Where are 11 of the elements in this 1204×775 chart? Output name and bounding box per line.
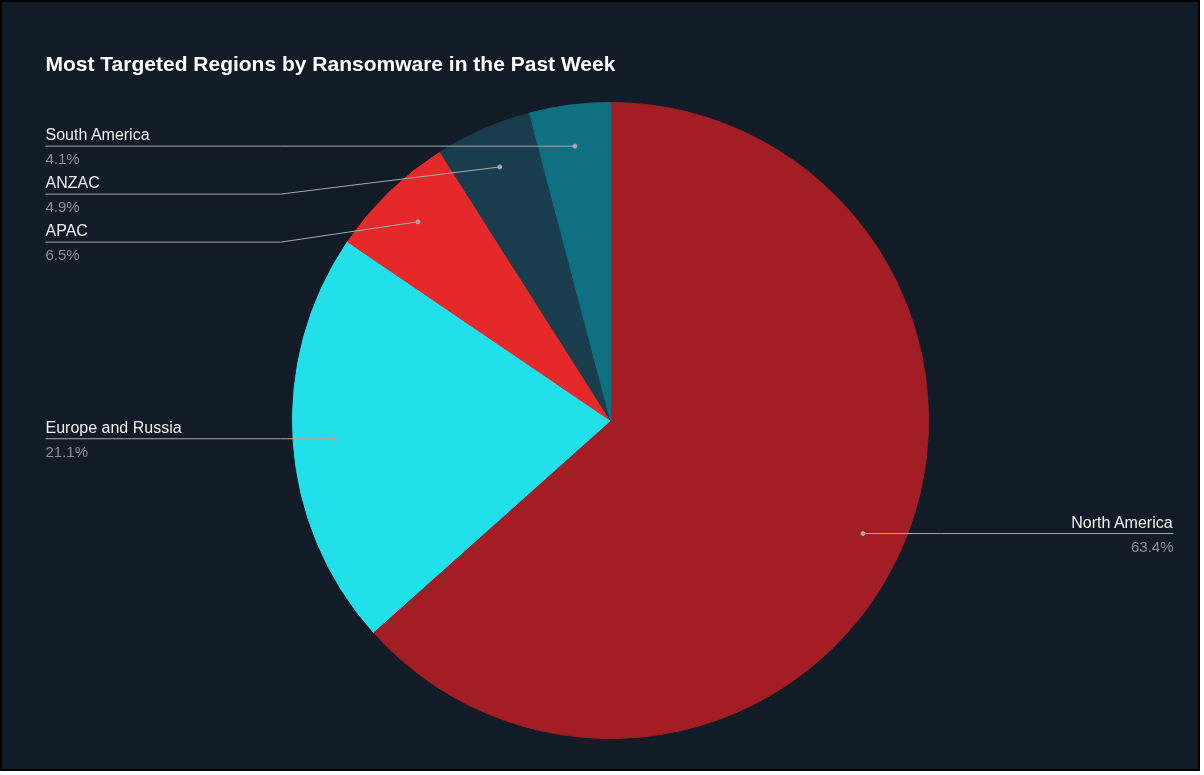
data-label: 4.1% [45, 150, 80, 168]
slice-label: Europe and Russia [45, 418, 182, 436]
slice-label: North America [1071, 513, 1173, 531]
slice-label: South America [45, 126, 150, 144]
slice-label: ANZAC [45, 174, 100, 192]
chart-title: Most Targeted Regions by Ransomware in the Past Week [45, 52, 616, 75]
data-label: 4.9% [45, 198, 80, 216]
data-label: 6.5% [45, 246, 80, 264]
data-label: 21.1% [45, 442, 89, 460]
data-label: 63.4% [1130, 537, 1174, 555]
slice-label: APAC [45, 222, 88, 240]
